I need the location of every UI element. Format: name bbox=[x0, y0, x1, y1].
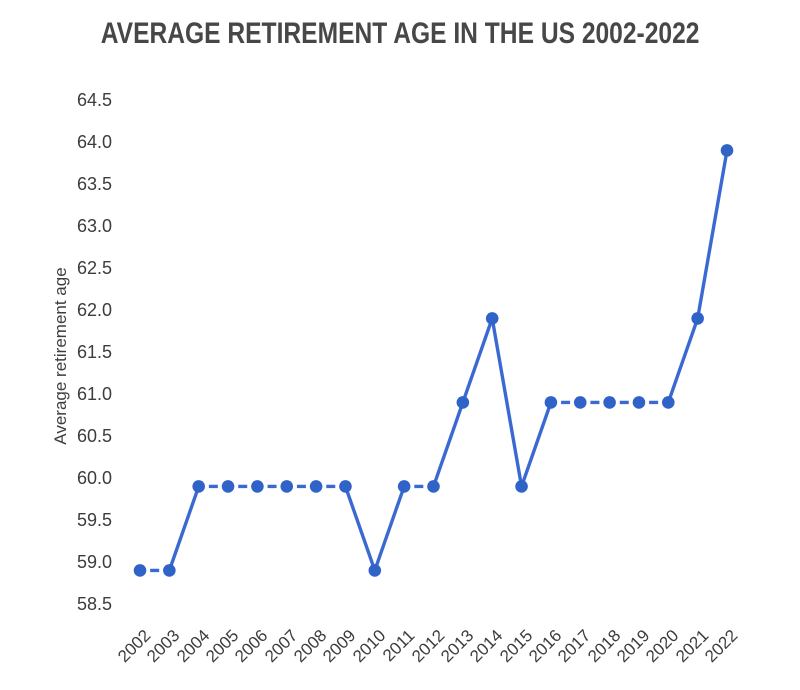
data-point bbox=[485, 312, 499, 325]
chart-title: AVERAGE RETIREMENT AGE IN THE US 2002-20… bbox=[0, 17, 800, 51]
y-tick-label: 62.0 bbox=[76, 300, 112, 320]
data-point bbox=[192, 480, 205, 493]
y-tick-label: 61.5 bbox=[76, 342, 112, 362]
data-point bbox=[515, 480, 528, 493]
y-tick-label: 58.5 bbox=[76, 594, 112, 614]
y-tick-label: 62.5 bbox=[76, 258, 112, 278]
data-point bbox=[662, 396, 675, 409]
y-tick-label: 60.5 bbox=[76, 426, 112, 446]
line-segment bbox=[519, 401, 553, 487]
data-point bbox=[456, 396, 470, 409]
data-point bbox=[368, 564, 382, 577]
data-point bbox=[163, 564, 176, 577]
data-point bbox=[133, 564, 147, 577]
data-point bbox=[309, 480, 323, 493]
y-tick-label: 63.5 bbox=[76, 174, 112, 194]
data-point bbox=[632, 396, 646, 409]
y-tick-label: 60.0 bbox=[76, 468, 112, 488]
line-segment bbox=[695, 150, 729, 319]
data-point bbox=[720, 144, 734, 157]
y-tick-label: 61.0 bbox=[76, 384, 112, 404]
data-point bbox=[251, 480, 264, 493]
data-point bbox=[603, 396, 616, 409]
line-segment bbox=[666, 317, 700, 403]
data-point bbox=[339, 480, 352, 493]
data-point bbox=[397, 480, 411, 493]
y-tick-label: 59.5 bbox=[76, 510, 112, 530]
line-segment bbox=[431, 401, 465, 487]
line-segment bbox=[343, 485, 377, 571]
line-segment bbox=[461, 317, 494, 403]
data-point bbox=[280, 480, 294, 493]
y-tick-label: 59.0 bbox=[76, 552, 112, 572]
data-point bbox=[221, 480, 235, 493]
y-tick-label: 64.5 bbox=[76, 90, 112, 110]
y-tick-label: 64.0 bbox=[76, 132, 112, 152]
data-point bbox=[573, 396, 587, 409]
data-point bbox=[691, 312, 704, 325]
line-segment bbox=[167, 485, 201, 571]
line-segment bbox=[373, 485, 406, 571]
line-segment bbox=[490, 318, 524, 487]
chart-title-text: AVERAGE RETIREMENT AGE IN THE US 2002-20… bbox=[100, 17, 700, 50]
data-point bbox=[427, 480, 440, 493]
data-point bbox=[544, 396, 558, 409]
y-tick-label: 63.0 bbox=[76, 216, 112, 236]
